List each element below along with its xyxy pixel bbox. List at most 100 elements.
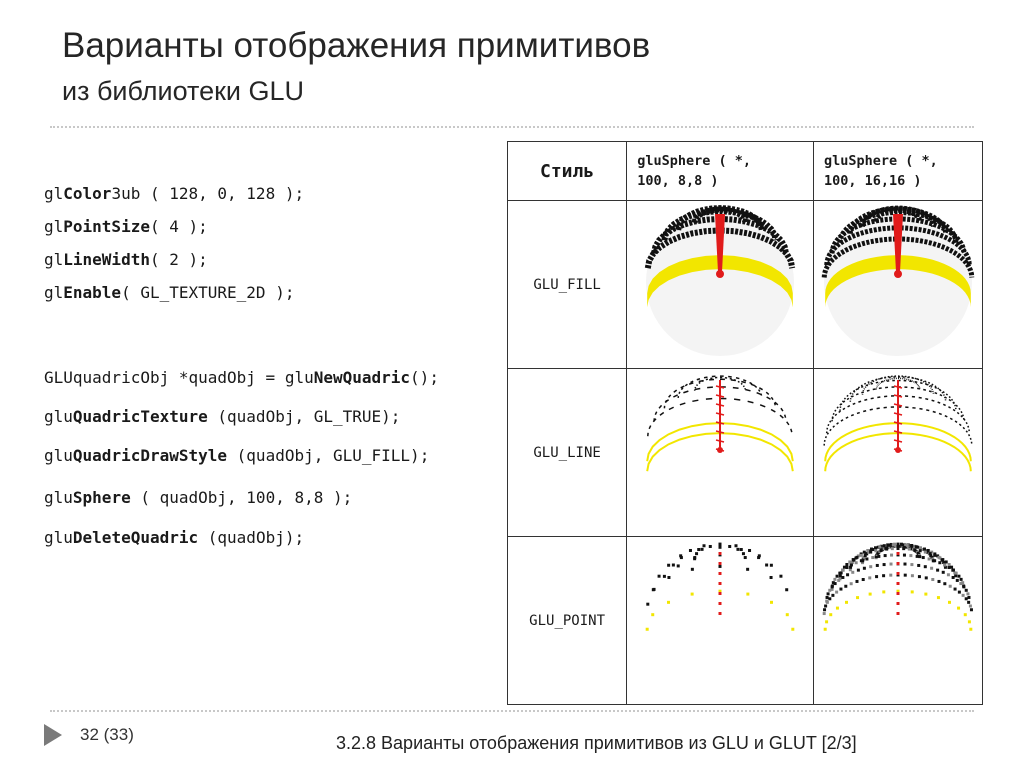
sphere-point (839, 587, 843, 591)
sphere-point (969, 607, 973, 611)
sphere-base-point (910, 589, 914, 593)
footer-section-title: 3.2.8 Варианты отображения примитивов из… (336, 733, 857, 753)
row-label-point: GLU_POINT (506, 536, 628, 705)
sphere-line-16-image (813, 368, 983, 537)
sphere-wire-segment (920, 381, 923, 384)
sphere-wire-segment (732, 386, 739, 389)
sphere-red-tick (715, 429, 725, 434)
sphere-wire-segment (851, 394, 854, 398)
sphere-wire-segment (870, 396, 874, 399)
sphere-point (903, 573, 907, 577)
code-function-name: Sphere (72, 488, 131, 507)
sphere-wire-segment (836, 405, 839, 409)
sphere-base-point (829, 612, 833, 616)
sphere-point (866, 548, 870, 552)
sphere-point (959, 577, 963, 581)
sphere-point (856, 568, 860, 572)
sphere-red-tick (893, 438, 903, 443)
sphere-wire-segment (925, 382, 928, 385)
sphere-wire-segment (866, 389, 870, 392)
sphere-wire-segment (659, 411, 665, 416)
sphere-point (944, 559, 948, 563)
sphere-wire-segment (956, 411, 960, 414)
sphere-wire-segment (952, 401, 955, 404)
sphere-point (915, 554, 919, 558)
sphere-point (913, 547, 917, 551)
sphere-red-point (896, 561, 900, 565)
sphere-wire-segment (864, 385, 867, 388)
sphere-fill-16-image (813, 200, 983, 369)
sphere-wire-segment (860, 385, 864, 388)
sphere-point (904, 545, 908, 549)
sphere-point (890, 553, 894, 557)
sphere-stripe (837, 209, 959, 243)
sphere-point (657, 574, 661, 578)
sphere-point (878, 544, 882, 548)
sphere-wire-segment (684, 383, 688, 386)
sphere-point (842, 565, 846, 569)
table-row-point: GLU_POINT (506, 536, 983, 705)
sphere-point (902, 546, 906, 550)
sphere-point (892, 544, 896, 548)
sphere-wire-segment (967, 433, 971, 436)
sphere-point (695, 551, 699, 555)
sphere-wire-segment (918, 396, 922, 399)
sphere-point (905, 543, 909, 547)
sphere-wire-segment (683, 389, 689, 393)
sphere-point (889, 562, 893, 566)
sphere-wire-segment (861, 390, 865, 393)
sphere-red-axis (893, 213, 903, 272)
sphere-wire-segment (765, 391, 770, 395)
sphere-wire-segment (925, 381, 927, 384)
sphere-wire-segment (664, 398, 670, 403)
sphere-wire-segment (832, 424, 836, 428)
header-sphere-16-line1: gluSphere ( *, (824, 153, 938, 169)
sphere-point (846, 572, 850, 576)
sphere-wire-segment (960, 414, 963, 418)
sphere-point (968, 604, 972, 608)
sphere-wire-segment (931, 382, 934, 386)
code-text: GLUquadricObj *quadObj = glu (44, 368, 314, 387)
sphere-wire-segment (927, 381, 931, 384)
sphere-base-point (947, 600, 951, 604)
code-line: glColor3ub ( 128, 0, 128 ); (44, 184, 304, 204)
sphere-wire-segment (648, 424, 652, 429)
sphere-point (831, 580, 835, 584)
sphere-point (882, 546, 886, 550)
table-row-line: GLU_LINE (506, 368, 983, 537)
sphere-wire-segment (834, 409, 837, 412)
code-line: glEnable( GL_TEXTURE_2D ); (44, 283, 294, 303)
sphere-point (967, 595, 971, 599)
sphere-red-tick (715, 411, 725, 416)
sphere-point (779, 574, 783, 578)
sphere-base-point (936, 595, 940, 599)
sphere-wire-segment (948, 405, 951, 409)
sphere-point (951, 575, 955, 579)
sphere-wire-segment (759, 403, 766, 407)
sphere-wire-segment (955, 404, 959, 407)
code-line: glPointSize( 4 ); (44, 217, 208, 237)
sphere-point (718, 542, 722, 546)
sphere-red-tick (893, 393, 903, 398)
sphere-point (862, 566, 866, 570)
sphere-line-8-image (626, 368, 814, 537)
sphere-wire-segment (766, 395, 772, 400)
sphere-point (861, 577, 865, 581)
sphere-point (961, 580, 965, 584)
sphere-wire-segment (960, 410, 963, 413)
code-function-name: NewQuadric (313, 368, 411, 387)
sphere-wire-segment (850, 413, 855, 416)
sphere-wire-segment (747, 400, 754, 403)
sphere-wire-segment (864, 398, 868, 401)
sphere-point (937, 555, 941, 559)
sphere-wire-segment (790, 428, 793, 432)
sphere-wire-segment (737, 380, 740, 383)
sphere-point (879, 544, 883, 548)
sphere-point (937, 579, 941, 583)
sphere-wire-segment (834, 413, 838, 416)
sphere-base-point (825, 619, 829, 623)
sphere-wire-segment (668, 406, 675, 410)
sphere-red-tick (893, 420, 903, 425)
sphere-point (708, 544, 712, 548)
code-text: gl (44, 184, 64, 203)
